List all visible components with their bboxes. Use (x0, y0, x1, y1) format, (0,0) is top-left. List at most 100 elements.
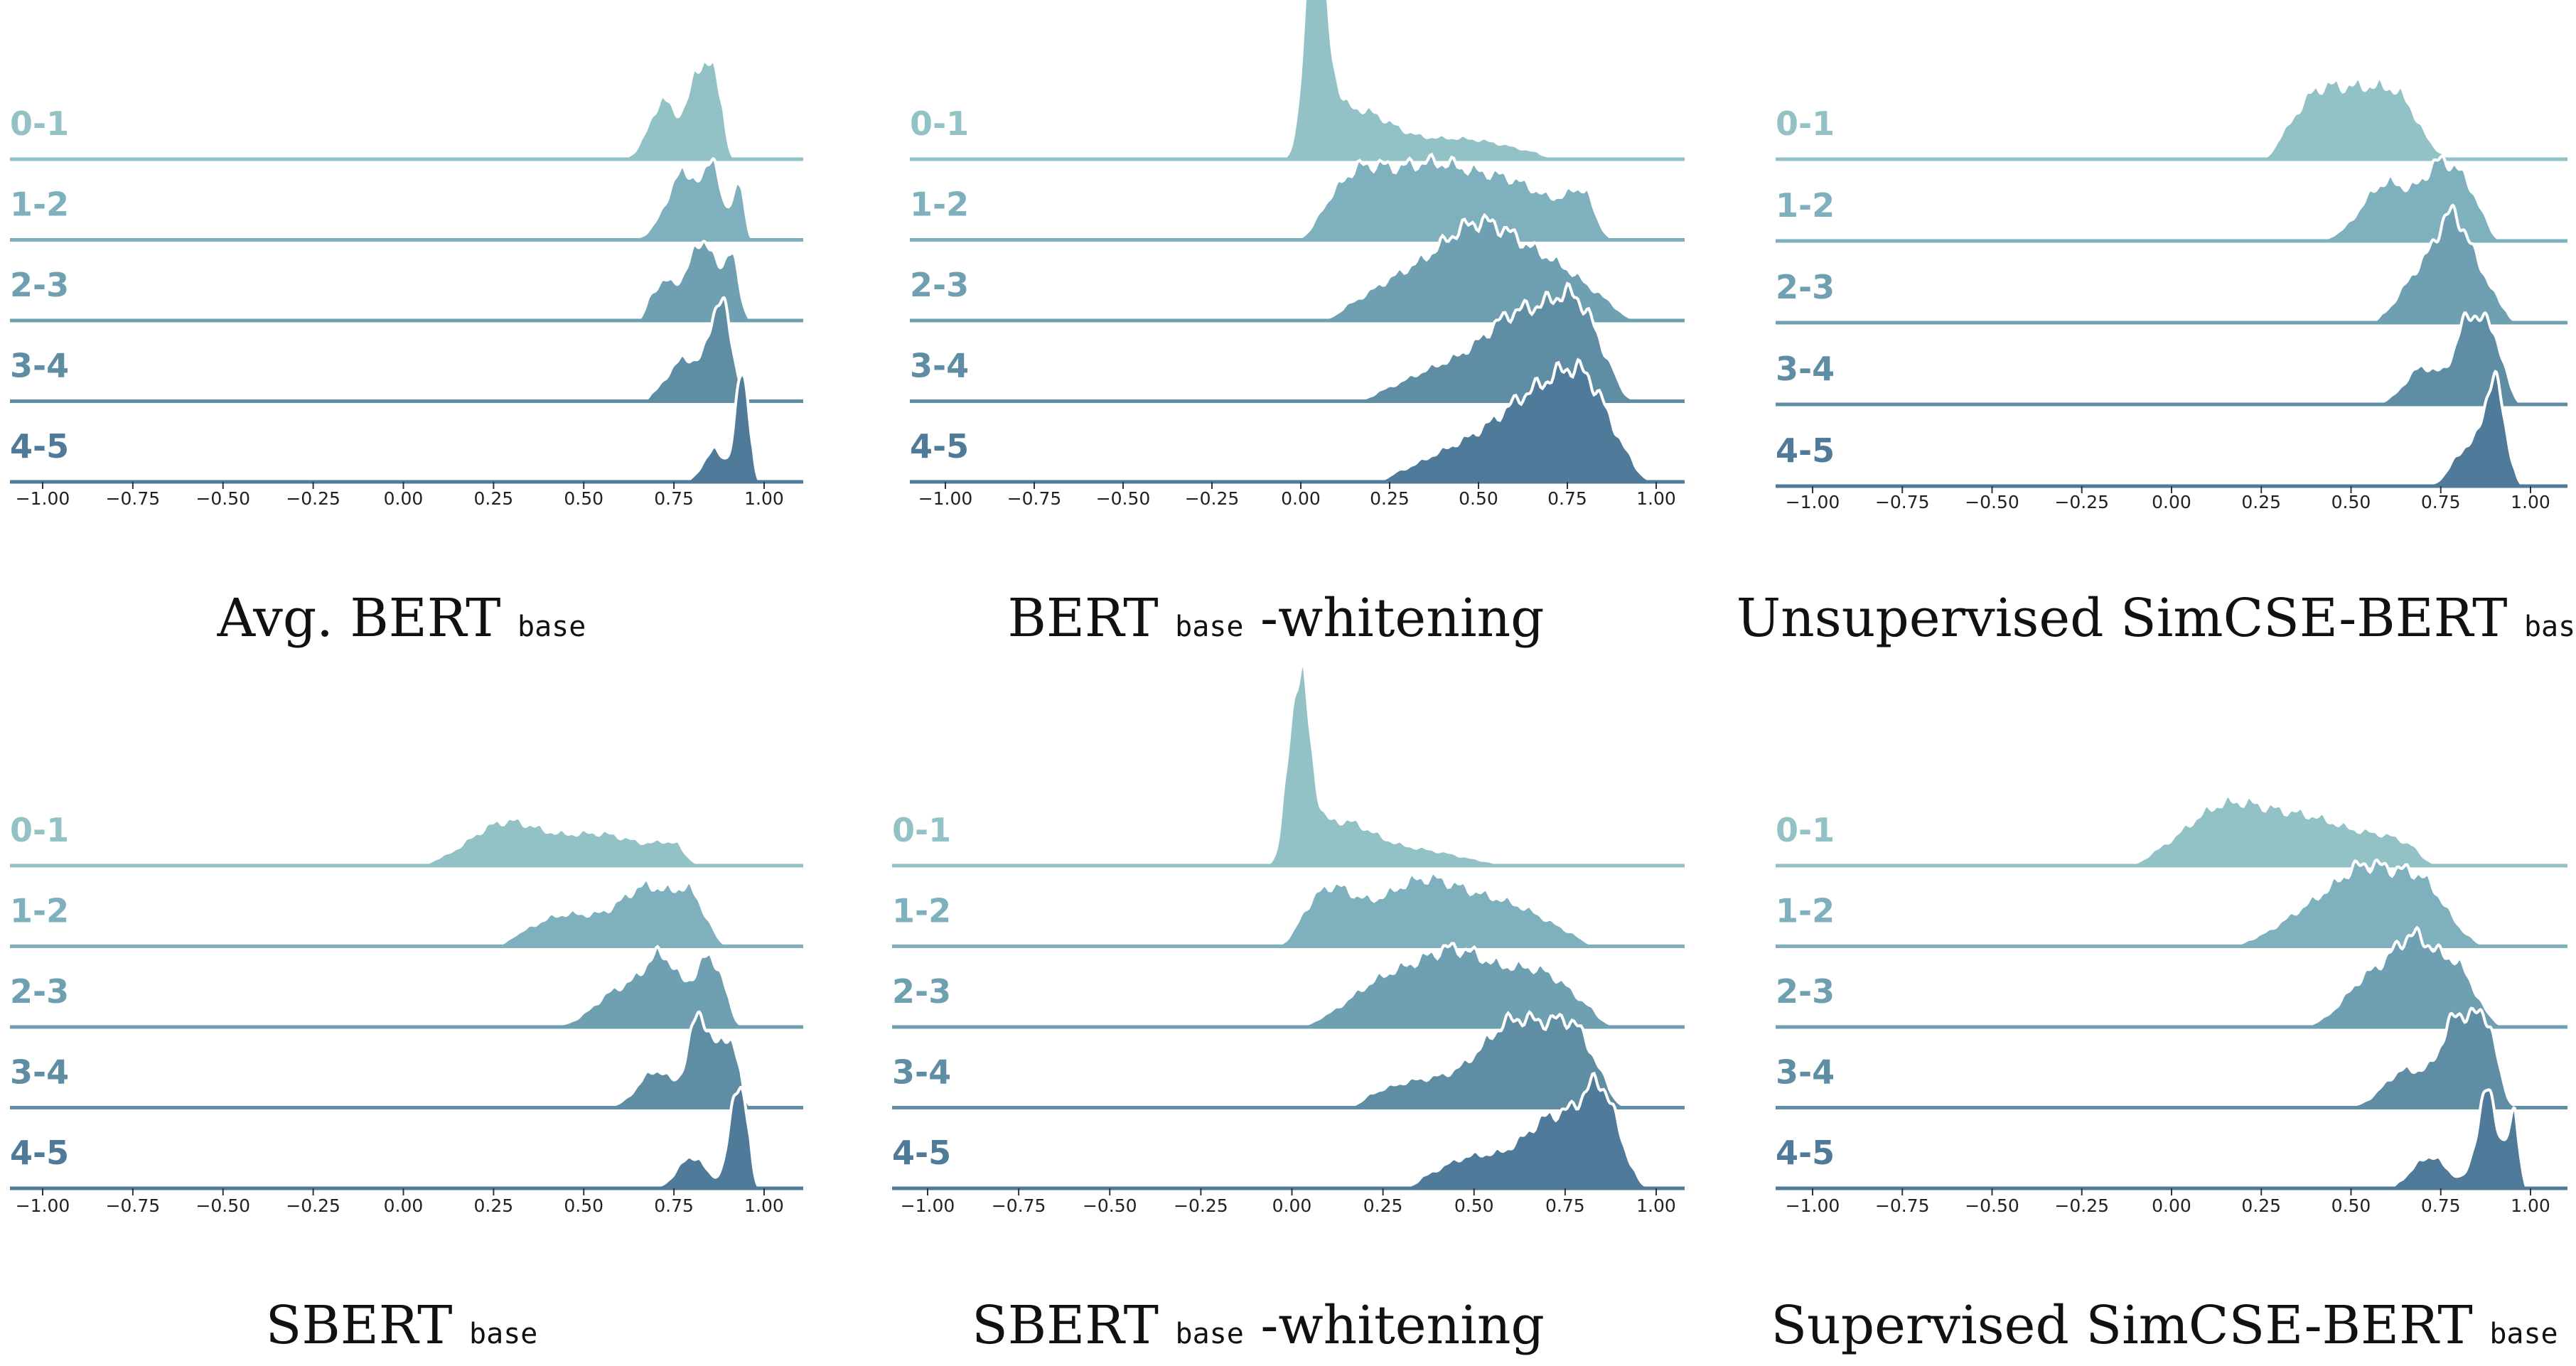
x-tick-label: −0.25 (2054, 492, 2109, 512)
x-tick-label: −0.75 (1007, 488, 1062, 509)
ridge-label-0-1: 0-1 (1776, 104, 1835, 143)
x-tick-label: 0.50 (1459, 488, 1498, 509)
ridge-label-2-3: 2-3 (1776, 268, 1835, 306)
x-tick-label: −0.50 (1965, 1195, 2019, 1216)
x-tick-label: 0.50 (1454, 1195, 1494, 1216)
x-tick-label: −1.00 (1786, 492, 1840, 512)
x-tick-label: −0.25 (286, 1195, 340, 1216)
caption-subscript: base (2489, 1318, 2558, 1350)
ridge-1-2-area (493, 878, 736, 948)
caption-subscript: base (469, 1318, 537, 1350)
ridge-2-3-area (1318, 213, 1639, 322)
panel-caption: Avg. BERT base (217, 588, 586, 649)
ridge-3-4-area (1346, 1009, 1631, 1109)
x-tick-label: 0.75 (1545, 1195, 1585, 1216)
ridge-label-3-4: 3-4 (892, 1053, 951, 1092)
ridgeline-panel-5: 0-1 1-2 2-3 3-4 4-5 −1.00 −0.75 −0.50 −0.25 0.00 0… (892, 658, 1685, 1356)
ridge-label-4-5: 4-5 (10, 1134, 69, 1172)
x-tick-label: 0.50 (564, 1195, 603, 1216)
x-tick-label: 1.00 (1636, 1195, 1676, 1216)
ridge-label-2-3: 2-3 (1776, 972, 1835, 1011)
ridge-label-1-2: 1-2 (910, 185, 969, 224)
ridge-label-1-2: 1-2 (1776, 892, 1835, 930)
x-tick-label: 0.25 (1370, 488, 1410, 509)
caption-subscript: base (1175, 1318, 1243, 1350)
ridge-4-5-area (1371, 357, 1657, 483)
ridge-3-4-area (640, 296, 753, 403)
caption-suffix: -whitening (1244, 1295, 1545, 1356)
ridgeline-panel-3: 0-1 1-2 2-3 3-4 4-5 −1.00 −0.75 −0.50 −0.25 0.00 0… (1737, 76, 2576, 649)
caption-main: SBERT (972, 1295, 1175, 1356)
ridgeline-panel-4: 0-1 1-2 2-3 3-4 4-5 −1.00 −0.75 −0.50 −0.25 0.00 0… (10, 811, 803, 1356)
caption-suffix: -whitening (1243, 588, 1544, 649)
ridge-2-3-area (2368, 203, 2521, 324)
caption-main: Supervised SimCSE-BERT (1771, 1295, 2489, 1356)
x-tick-label: −1.00 (16, 1195, 70, 1216)
ridge-label-4-5: 4-5 (910, 427, 969, 466)
ridge-label-4-5: 4-5 (10, 427, 69, 466)
x-tick-label: −0.50 (1096, 488, 1151, 509)
ridge-label-2-3: 2-3 (10, 972, 69, 1011)
ridge-0-1-area (594, 59, 739, 161)
x-tick-label: 0.50 (2331, 492, 2371, 512)
x-tick-label: 1.00 (744, 488, 784, 509)
panel-caption: Unsupervised SimCSE-BERT base (1737, 588, 2576, 649)
caption-subscript: base (517, 611, 586, 643)
x-tick-label: 1.00 (1636, 488, 1676, 509)
x-tick-label: 1.00 (2511, 1195, 2550, 1216)
x-tick-label: 0.00 (384, 488, 424, 509)
ridgeline-panel-1: 0-1 1-2 2-3 3-4 4-5 −1.00 −0.75 −0.50 −0.25 0.00 0… (10, 59, 803, 649)
x-tick-label: −1.00 (1786, 1195, 1840, 1216)
x-tick-label: −1.00 (901, 1195, 955, 1216)
ridge-4-5-area (638, 1085, 766, 1190)
ridge-label-0-1: 0-1 (1776, 811, 1835, 849)
x-tick-label: −1.00 (16, 488, 70, 509)
x-tick-label: 0.00 (384, 1195, 424, 1216)
x-tick-label: 0.25 (2241, 1195, 2281, 1216)
ridge-2-3-area (1292, 942, 1621, 1028)
ridge-label-4-5: 4-5 (1776, 431, 1835, 470)
ridge-label-3-4: 3-4 (1776, 350, 1835, 388)
x-tick-label: 0.75 (654, 488, 694, 509)
x-tick-label: −0.75 (106, 488, 161, 509)
panel-caption: SBERT base (266, 1295, 538, 1356)
ridgeline-panel-2: 0-1 1-2 2-3 3-4 4-5 −1.00 −0.75 −0.50 −0.25 0.00 0… (910, 0, 1685, 649)
panel-caption: Supervised SimCSE-BERT base (1771, 1295, 2558, 1356)
ridge-label-3-4: 3-4 (1776, 1053, 1835, 1092)
x-tick-label: −0.25 (1174, 1195, 1228, 1216)
ridge-label-3-4: 3-4 (10, 1053, 69, 1092)
ridge-0-1-area (410, 816, 704, 867)
x-tick-label: −0.75 (992, 1195, 1046, 1216)
ridge-label-1-2: 1-2 (892, 892, 951, 930)
x-tick-label: 0.75 (654, 1195, 694, 1216)
caption-main: Unsupervised SimCSE-BERT (1737, 588, 2524, 649)
x-tick-label: 0.25 (474, 1195, 514, 1216)
x-tick-label: 0.75 (2421, 492, 2461, 512)
ridge-0-1-area (2125, 793, 2442, 867)
ridge-label-1-2: 1-2 (10, 185, 69, 224)
ridge-label-2-3: 2-3 (892, 972, 951, 1011)
caption-subscript: base (1175, 611, 1243, 643)
caption-main: BERT (1007, 588, 1175, 649)
x-tick-label: 0.25 (474, 488, 514, 509)
x-tick-label: −0.25 (2054, 1195, 2109, 1216)
x-tick-label: −0.50 (1965, 492, 2019, 512)
ridge-2-3-area (634, 240, 757, 322)
x-tick-label: 0.75 (1547, 488, 1587, 509)
x-tick-label: 0.75 (2421, 1195, 2461, 1216)
ridge-0-1-area (1279, 0, 1561, 161)
x-tick-label: −1.00 (918, 488, 973, 509)
x-tick-label: 0.00 (1281, 488, 1321, 509)
ridge-1-2-area (1273, 871, 1602, 948)
x-tick-label: 1.00 (2511, 492, 2550, 512)
x-tick-label: 0.25 (2241, 492, 2281, 512)
x-tick-label: −0.50 (1083, 1195, 1137, 1216)
ridge-label-1-2: 1-2 (1776, 186, 1835, 225)
ridge-1-2-area (620, 156, 758, 242)
ridge-3-4-area (601, 1010, 754, 1109)
ridge-label-3-4: 3-4 (910, 347, 969, 385)
x-tick-label: 0.50 (2331, 1195, 2371, 1216)
x-tick-label: −0.50 (195, 488, 250, 509)
ridge-4-5-area (674, 373, 765, 483)
